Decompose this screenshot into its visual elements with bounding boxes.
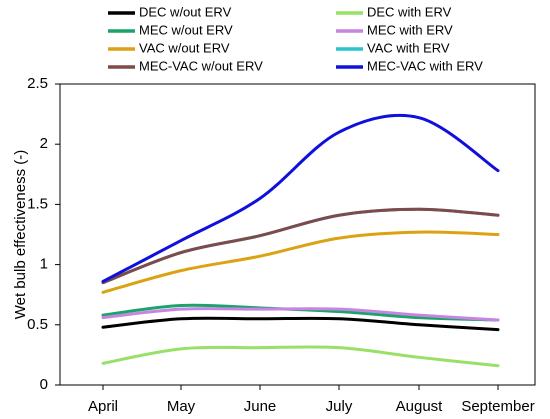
legend-label: VAC w/out ERV bbox=[139, 40, 230, 55]
legend-label: MEC with ERV bbox=[367, 22, 453, 37]
legend-item: DEC w/out ERV bbox=[108, 4, 232, 19]
legend-item: VAC w/out ERV bbox=[108, 40, 230, 55]
y-tick-label: 2 bbox=[40, 135, 48, 152]
legend-item: DEC with ERV bbox=[336, 4, 452, 19]
legend-label: MEC-VAC with ERV bbox=[367, 58, 483, 73]
legend: DEC w/out ERV DEC with ERV MEC w/out ERV ME… bbox=[108, 4, 483, 73]
y-axis-title: Wet bulb effectiveness (-) bbox=[12, 150, 29, 320]
series-line-8 bbox=[101, 113, 500, 283]
series-layer bbox=[101, 113, 500, 368]
legend-item: MEC-VAC w/out ERV bbox=[108, 58, 263, 73]
y-tick-label: 0.5 bbox=[27, 316, 48, 333]
y-tick-label: 2.5 bbox=[27, 75, 48, 92]
legend-label: MEC w/out ERV bbox=[139, 22, 233, 37]
legend-item: MEC with ERV bbox=[336, 22, 453, 37]
y-tick-label: 1.5 bbox=[27, 195, 48, 212]
legend-label: DEC w/out ERV bbox=[139, 4, 232, 19]
legend-label: VAC with ERV bbox=[367, 40, 450, 55]
series-line-1 bbox=[101, 316, 500, 332]
x-tick-label: September bbox=[461, 398, 534, 415]
x-tick-label: July bbox=[326, 398, 353, 415]
x-tick-label: August bbox=[396, 398, 444, 415]
x-axis: April May June July August September bbox=[88, 385, 535, 415]
legend-label: DEC with ERV bbox=[367, 4, 452, 19]
series-line-5 bbox=[101, 230, 500, 294]
x-tick-label: June bbox=[244, 398, 277, 415]
y-axis: 0 0.5 1 1.5 2 2.5 bbox=[27, 75, 60, 393]
y-tick-label: 1 bbox=[40, 256, 48, 273]
x-tick-label: May bbox=[167, 398, 196, 415]
legend-label: MEC-VAC w/out ERV bbox=[139, 58, 263, 73]
series-line-7 bbox=[101, 207, 500, 285]
y-tick-label: 0 bbox=[40, 376, 48, 393]
series-line-4 bbox=[101, 307, 500, 322]
legend-item: VAC with ERV bbox=[336, 40, 450, 55]
series-line-2 bbox=[101, 345, 500, 368]
plot-frame bbox=[59, 83, 536, 386]
legend-item: MEC-VAC with ERV bbox=[336, 58, 483, 73]
x-tick-label: April bbox=[88, 398, 118, 415]
legend-item: MEC w/out ERV bbox=[108, 22, 233, 37]
